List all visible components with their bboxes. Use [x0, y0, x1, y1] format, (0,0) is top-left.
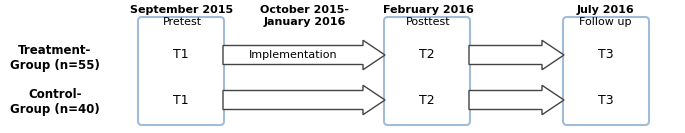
Text: T2: T2: [419, 49, 435, 61]
Polygon shape: [469, 40, 564, 70]
Text: T3: T3: [598, 93, 614, 107]
FancyBboxPatch shape: [384, 17, 470, 125]
Text: T1: T1: [173, 49, 189, 61]
Text: October 2015-: October 2015-: [260, 5, 349, 15]
Polygon shape: [223, 85, 385, 115]
Text: July 2016: July 2016: [576, 5, 634, 15]
Text: Treatment-: Treatment-: [18, 45, 92, 57]
Text: Posttest: Posttest: [406, 17, 450, 27]
Text: Implementation: Implementation: [249, 50, 337, 60]
Polygon shape: [469, 85, 564, 115]
Text: T2: T2: [419, 93, 435, 107]
Text: Group (n=40): Group (n=40): [10, 103, 100, 117]
Polygon shape: [223, 40, 385, 70]
Text: T3: T3: [598, 49, 614, 61]
FancyBboxPatch shape: [563, 17, 649, 125]
Text: Follow up: Follow up: [579, 17, 632, 27]
Text: February 2016: February 2016: [382, 5, 473, 15]
Text: Group (n=55): Group (n=55): [10, 59, 100, 72]
Text: Pretest: Pretest: [162, 17, 201, 27]
Text: January 2016: January 2016: [264, 17, 346, 27]
Text: T1: T1: [173, 93, 189, 107]
Text: Control-: Control-: [28, 88, 82, 101]
Text: September 2015: September 2015: [130, 5, 234, 15]
FancyBboxPatch shape: [138, 17, 224, 125]
